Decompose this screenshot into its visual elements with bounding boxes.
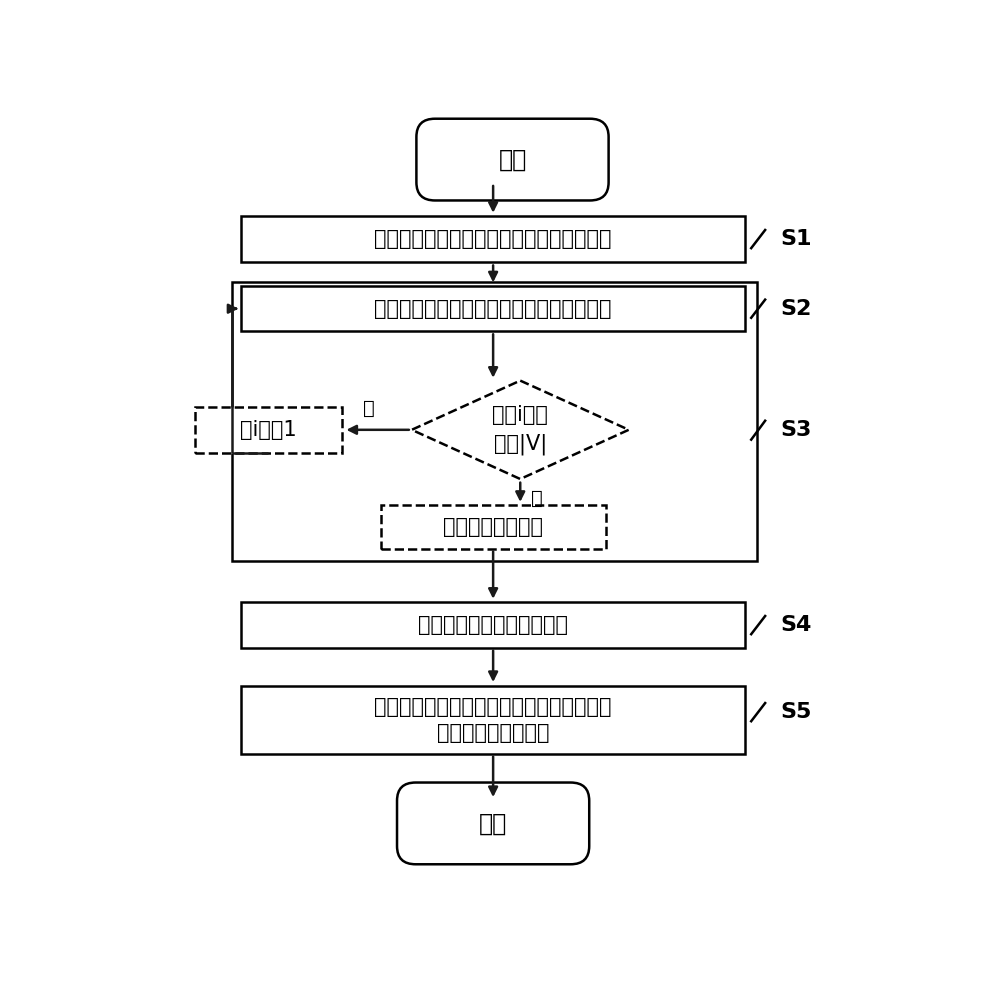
- Text: 是: 是: [531, 489, 543, 508]
- Text: S4: S4: [780, 615, 811, 635]
- Bar: [241, 216, 745, 261]
- Text: 开始: 开始: [498, 147, 527, 172]
- Bar: [241, 603, 745, 648]
- Bar: [241, 286, 745, 331]
- Bar: [381, 504, 606, 549]
- FancyBboxPatch shape: [416, 119, 609, 201]
- FancyBboxPatch shape: [397, 782, 589, 864]
- Text: 否: 否: [363, 399, 375, 418]
- Text: S1: S1: [780, 229, 811, 249]
- Text: 将i自加1: 将i自加1: [240, 420, 297, 439]
- Text: 结束: 结束: [479, 811, 507, 836]
- Text: 对情报数据集中每一条边的权重进行预处理: 对情报数据集中每一条边的权重进行预处理: [374, 229, 612, 249]
- Text: S2: S2: [780, 299, 811, 318]
- Text: 判断i是否
等于|V|: 判断i是否 等于|V|: [492, 405, 548, 454]
- Text: S5: S5: [780, 702, 811, 723]
- Bar: [195, 407, 342, 452]
- Bar: [232, 282, 757, 560]
- Text: 构建为游走数组集: 构建为游走数组集: [443, 517, 543, 537]
- Text: 将情报元素节点输入训练完成的单隐层神经
网络，得到嵌入向量: 将情报元素节点输入训练完成的单隐层神经 网络，得到嵌入向量: [374, 697, 612, 743]
- Text: 对单隐层神经网络进行训练: 对单隐层神经网络进行训练: [418, 615, 568, 635]
- Text: S3: S3: [780, 420, 811, 439]
- Text: 对游走起点基于边采样进行额定长度的游走: 对游走起点基于边采样进行额定长度的游走: [374, 299, 612, 318]
- Bar: [241, 686, 745, 754]
- Polygon shape: [412, 380, 629, 479]
